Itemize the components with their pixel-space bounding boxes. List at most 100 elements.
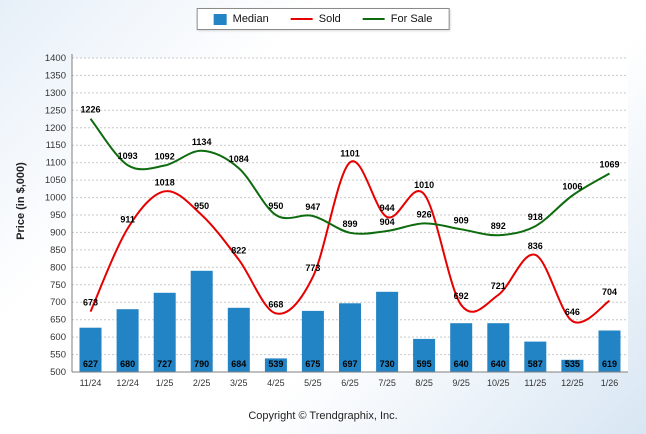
point-value-label: 947	[305, 202, 320, 212]
point-value-label: 836	[528, 241, 543, 251]
bar	[153, 292, 176, 372]
x-tick-label: 12/25	[561, 378, 584, 388]
y-tick-label: 850	[50, 245, 66, 256]
point-value-label: 1010	[414, 180, 434, 190]
point-value-label: 944	[380, 203, 395, 213]
point-value-label: 773	[305, 263, 320, 273]
bar-value-label: 680	[120, 359, 135, 369]
point-value-label: 692	[454, 291, 469, 301]
legend-label-median: Median	[232, 13, 269, 25]
copyright-text: Copyright © Trendgraphix, Inc.	[248, 410, 398, 422]
legend-label-sold: Sold	[318, 13, 341, 25]
y-tick-label: 1300	[45, 88, 66, 99]
point-value-label: 1006	[562, 182, 582, 192]
x-tick-label: 1/25	[156, 378, 174, 388]
point-value-label: 911	[120, 215, 135, 225]
sold-line-swatch-icon	[290, 18, 313, 20]
y-tick-label: 1250	[45, 105, 66, 116]
y-tick-label: 550	[50, 350, 66, 361]
point-value-label: 1101	[340, 148, 360, 158]
point-value-label: 904	[380, 217, 395, 227]
x-tick-label: 6/25	[341, 378, 359, 388]
x-tick-label: 7/25	[378, 378, 396, 388]
x-tick-label: 9/25	[452, 378, 470, 388]
for-sale-line	[89, 118, 611, 237]
legend-label-forsale: For Sale	[390, 13, 433, 25]
point-value-label: 1134	[192, 137, 212, 147]
bar	[227, 307, 250, 372]
bar-value-label: 535	[565, 359, 580, 369]
y-tick-label: 1050	[45, 175, 66, 186]
y-tick-label: 800	[50, 262, 66, 273]
y-tick-label: 1000	[45, 193, 66, 204]
point-value-label: 673	[83, 298, 98, 308]
y-tick-label: 500	[50, 367, 66, 378]
point-value-label: 1226	[80, 105, 100, 115]
y-tick-label: 600	[50, 332, 66, 343]
bar	[190, 270, 213, 372]
point-value-label: 899	[342, 219, 357, 229]
bar-value-label: 627	[83, 359, 98, 369]
forsale-line-swatch-icon	[362, 18, 385, 20]
point-value-label: 668	[268, 299, 283, 309]
point-value-label: 822	[231, 246, 246, 256]
bar	[339, 303, 361, 372]
x-tick-label: 1/26	[601, 378, 619, 388]
bar-value-label: 539	[268, 359, 283, 369]
y-tick-label: 650	[50, 315, 66, 326]
bar-value-label: 619	[602, 359, 617, 369]
legend-item-sold: Sold	[290, 13, 341, 25]
y-tick-label: 950	[50, 210, 66, 221]
bar-value-label: 640	[491, 359, 506, 369]
bar-value-label: 587	[528, 359, 543, 369]
median-bar-swatch-icon	[213, 13, 227, 25]
point-value-label: 909	[454, 215, 469, 225]
bar	[598, 330, 621, 372]
x-tick-label: 10/25	[487, 378, 510, 388]
bar	[264, 358, 287, 372]
y-tick-label: 1200	[45, 123, 66, 134]
legend-item-median: Median	[213, 13, 269, 25]
sold-line	[89, 160, 611, 324]
bar	[116, 309, 139, 372]
point-value-label: 892	[491, 221, 506, 231]
y-tick-label: 750	[50, 280, 66, 291]
point-value-label: 950	[194, 201, 209, 211]
point-value-label: 1092	[155, 152, 175, 162]
legend-item-forsale: For Sale	[362, 13, 433, 25]
x-tick-label: 3/25	[230, 378, 248, 388]
bar-value-label: 675	[305, 359, 320, 369]
point-value-label: 646	[565, 307, 580, 317]
y-tick-label: 700	[50, 297, 66, 308]
bar	[524, 341, 547, 372]
point-value-label: 1018	[155, 177, 175, 187]
y-tick-label: 1350	[45, 70, 66, 81]
bar-value-label: 697	[342, 359, 357, 369]
point-value-label: 926	[417, 209, 432, 219]
point-value-label: 1093	[118, 151, 138, 161]
y-tick-label: 1150	[46, 140, 66, 151]
bar	[376, 291, 399, 372]
bar-value-label: 727	[157, 359, 172, 369]
bar	[487, 323, 510, 372]
x-tick-label: 11/24	[80, 378, 102, 388]
bar-value-label: 790	[194, 359, 209, 369]
bar	[413, 338, 436, 372]
point-value-label: 704	[602, 287, 617, 297]
point-value-label: 918	[528, 212, 543, 222]
x-tick-label: 11/25	[524, 378, 546, 388]
bar-value-label: 684	[231, 359, 246, 369]
y-tick-label: 1100	[46, 158, 66, 169]
x-tick-label: 8/25	[415, 378, 433, 388]
bar-value-label: 640	[454, 359, 469, 369]
bar-value-label: 595	[417, 359, 432, 369]
x-tick-label: 12/24	[116, 378, 139, 388]
y-tick-label: 900	[50, 227, 66, 238]
x-tick-label: 4/25	[267, 378, 285, 388]
bar	[450, 323, 473, 372]
chart-plot: 500 550 600 650 700 750 800 850 900 950 1000 1050 11…	[45, 53, 628, 388]
chart-legend: Median Sold For Sale	[196, 8, 450, 30]
point-value-label: 1069	[599, 160, 619, 170]
bar	[301, 310, 324, 372]
